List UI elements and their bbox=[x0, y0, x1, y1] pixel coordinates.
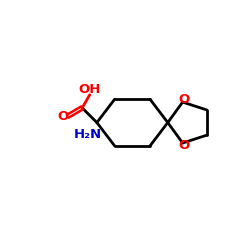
Text: O: O bbox=[178, 93, 190, 106]
Text: O: O bbox=[58, 110, 69, 123]
Text: H₂N: H₂N bbox=[74, 128, 102, 141]
Text: OH: OH bbox=[78, 83, 101, 96]
Text: O: O bbox=[178, 140, 190, 152]
